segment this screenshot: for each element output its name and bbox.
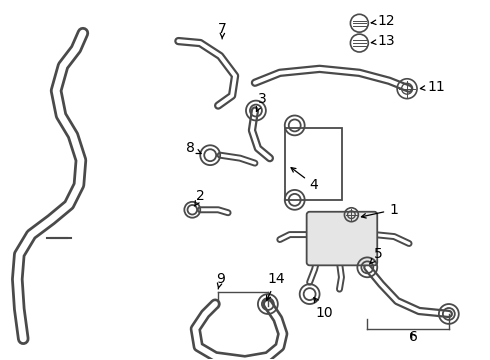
Text: 7: 7 [218,22,227,39]
Text: 9: 9 [216,272,225,289]
Text: 8: 8 [186,141,201,155]
Text: 1: 1 [362,203,398,218]
Text: 11: 11 [420,80,445,94]
Text: 3: 3 [256,92,267,112]
Text: 14: 14 [267,272,286,300]
Text: 10: 10 [314,298,333,320]
Text: 12: 12 [371,14,395,28]
Text: 5: 5 [369,247,383,264]
Text: 4: 4 [291,168,318,192]
Text: 6: 6 [409,330,418,344]
Text: 2: 2 [195,189,205,206]
FancyBboxPatch shape [307,212,377,265]
Bar [285,129,343,200]
Text: 13: 13 [371,34,395,48]
